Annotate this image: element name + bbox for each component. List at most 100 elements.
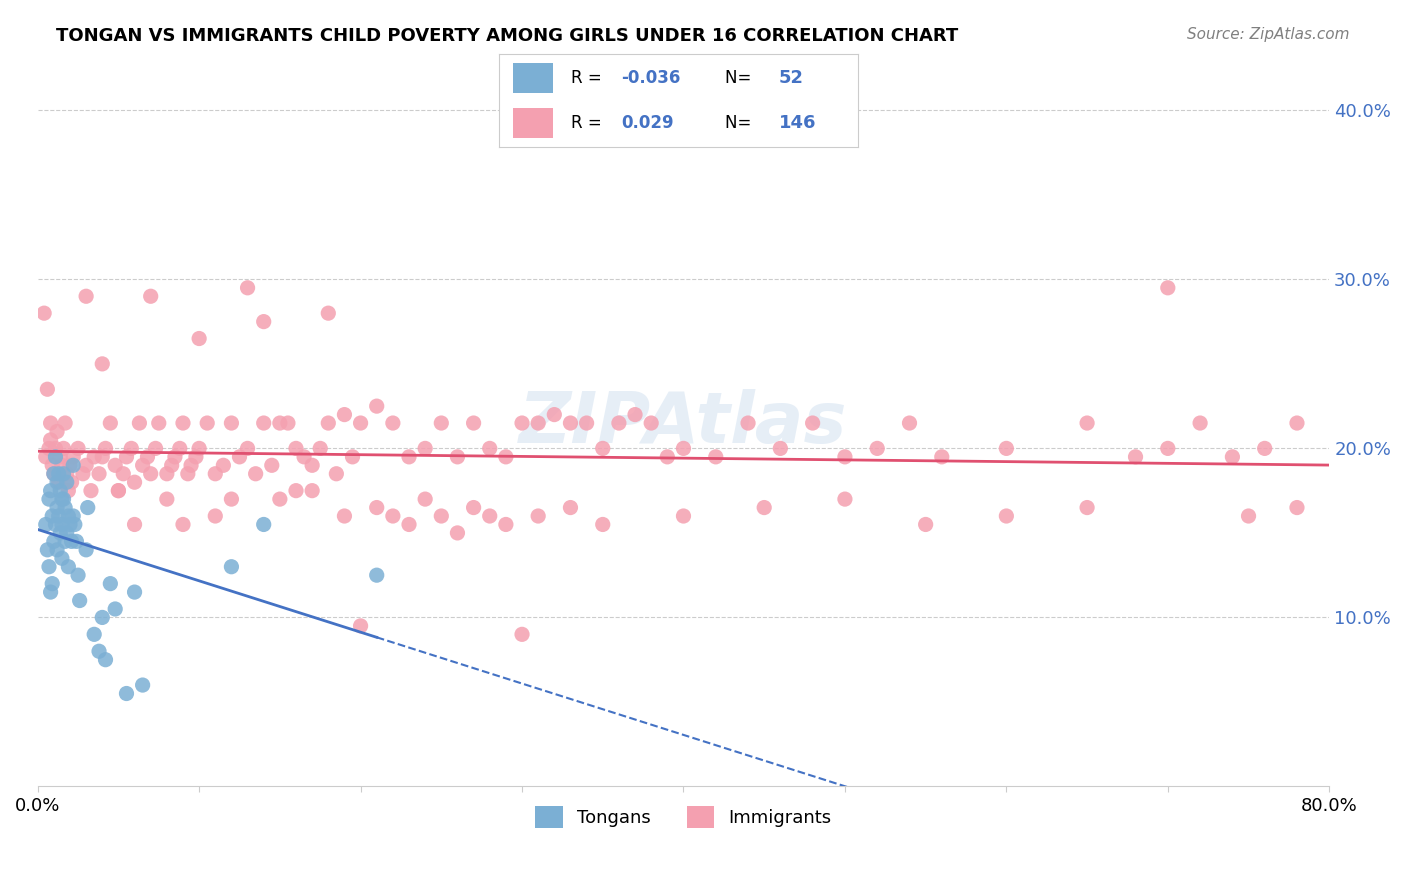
Point [510, 416, 533, 430]
Point [53, 534, 76, 549]
Point [1076, 500, 1098, 515]
Text: ZIPAtlas: ZIPAtlas [519, 389, 848, 458]
Point [98, 576, 121, 591]
Point [834, 450, 856, 464]
Point [478, 442, 501, 456]
Point [44, 517, 66, 532]
Point [592, 517, 614, 532]
Point [104, 458, 127, 473]
Point [124, 475, 146, 490]
Point [316, 306, 339, 320]
Point [672, 442, 695, 456]
Point [737, 416, 759, 430]
Point [495, 517, 517, 532]
Point [107, 483, 129, 498]
Point [430, 416, 453, 430]
Point [184, 450, 207, 464]
Point [38, 442, 60, 456]
Point [94, 653, 117, 667]
Point [398, 517, 420, 532]
Point [37, 542, 59, 557]
Point [59, 458, 82, 473]
Point [510, 627, 533, 641]
Point [139, 467, 162, 481]
Point [245, 467, 267, 481]
Point [607, 416, 630, 430]
Point [292, 450, 315, 464]
Point [446, 525, 468, 540]
Point [1125, 450, 1147, 464]
Point [136, 450, 159, 464]
Point [931, 450, 953, 464]
Point [67, 442, 90, 456]
Point [301, 483, 323, 498]
Point [115, 686, 138, 700]
Legend: Tongans, Immigrants: Tongans, Immigrants [529, 799, 839, 836]
Point [52, 492, 75, 507]
Point [59, 517, 82, 532]
Point [398, 450, 420, 464]
Point [124, 517, 146, 532]
FancyBboxPatch shape [513, 108, 553, 138]
Point [39, 433, 62, 447]
Point [120, 442, 142, 456]
Point [39, 483, 62, 498]
Point [1222, 450, 1244, 464]
Point [253, 517, 276, 532]
Point [91, 610, 114, 624]
Point [366, 399, 388, 413]
Point [148, 416, 170, 430]
Text: 0.029: 0.029 [621, 114, 673, 132]
Point [52, 467, 75, 481]
Point [260, 458, 283, 473]
Point [180, 458, 202, 473]
Point [52, 442, 75, 456]
Point [87, 467, 110, 481]
Point [104, 602, 127, 616]
Point [38, 559, 60, 574]
Point [204, 508, 226, 523]
Point [48, 475, 70, 490]
Point [253, 315, 276, 329]
Point [704, 450, 727, 464]
Point [560, 500, 582, 515]
Point [253, 416, 276, 430]
Point [277, 416, 299, 430]
Point [325, 467, 347, 481]
Point [914, 517, 936, 532]
Point [44, 442, 66, 456]
Point [63, 517, 86, 532]
Point [413, 492, 436, 507]
Point [413, 442, 436, 456]
Point [35, 517, 58, 532]
Point [48, 508, 70, 523]
Point [53, 500, 76, 515]
Point [204, 467, 226, 481]
Point [67, 568, 90, 582]
Point [115, 450, 138, 464]
Point [366, 568, 388, 582]
Point [58, 508, 80, 523]
Point [381, 508, 404, 523]
Point [41, 508, 63, 523]
Point [55, 525, 77, 540]
Point [624, 408, 647, 422]
Point [83, 450, 105, 464]
Point [60, 475, 83, 490]
Point [527, 416, 550, 430]
Point [75, 289, 97, 303]
Point [49, 525, 72, 540]
Point [269, 416, 291, 430]
Point [55, 475, 77, 490]
Point [834, 492, 856, 507]
Point [51, 492, 73, 507]
Point [65, 534, 87, 549]
Point [51, 458, 73, 473]
Point [49, 450, 72, 464]
Point [801, 416, 824, 430]
Point [309, 442, 332, 456]
Point [366, 500, 388, 515]
Point [995, 508, 1018, 523]
Point [53, 416, 76, 430]
Point [75, 458, 97, 473]
